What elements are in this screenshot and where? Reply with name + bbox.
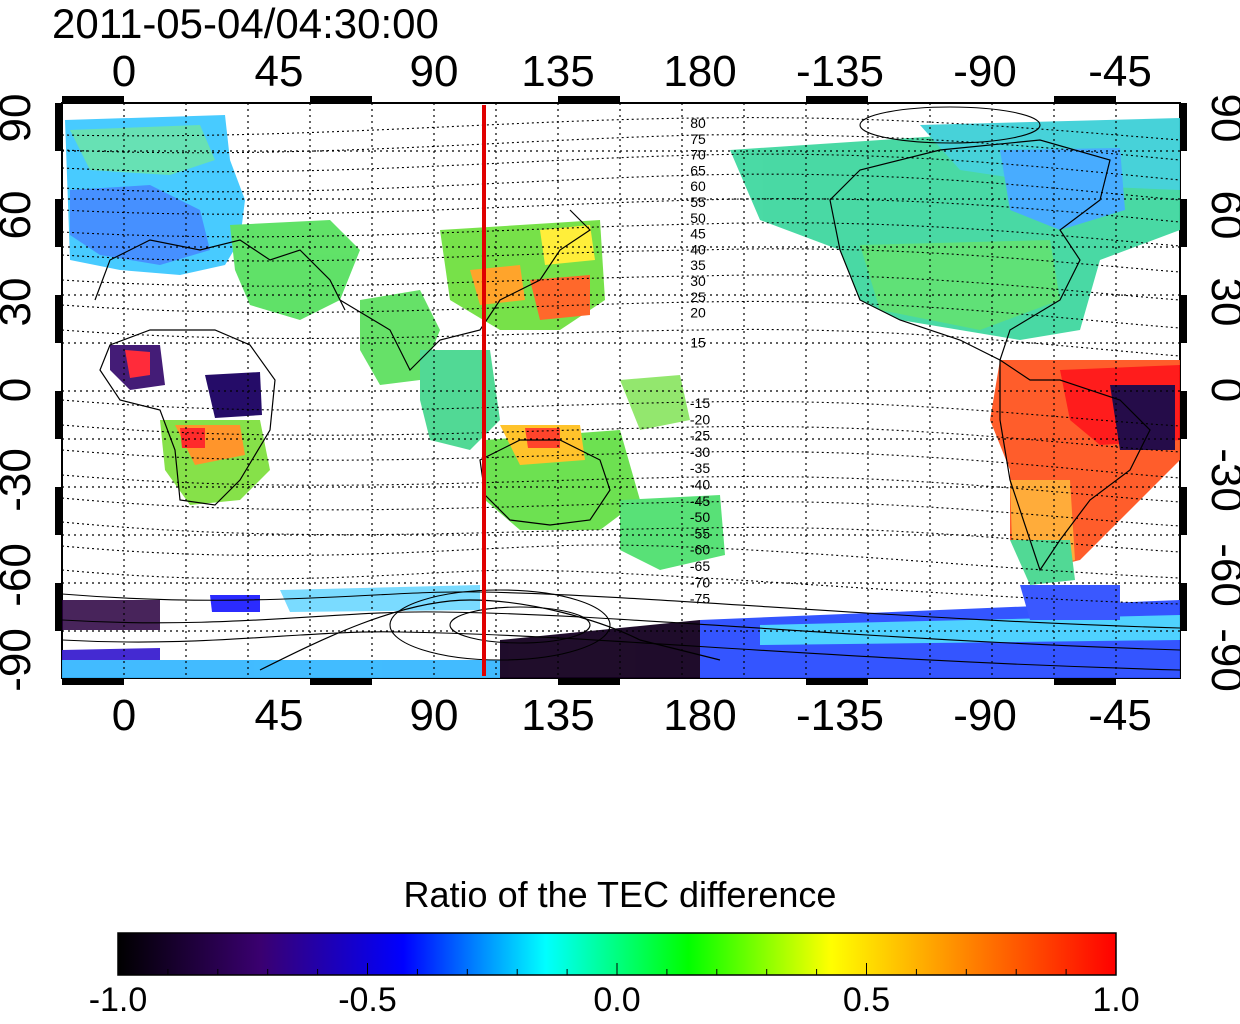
left-latitude-labels: 90 60 30 0 -30 -60 -90 — [0, 94, 40, 692]
right-lat-label: 0 — [1202, 378, 1240, 402]
left-lat-label: -90 — [0, 628, 40, 692]
timestamp-title: 2011-05-04/04:30:00 — [52, 0, 439, 47]
left-lat-label: 60 — [0, 191, 40, 240]
top-longitude-labels: 0 45 90 135 180 -135 -90 -45 — [112, 47, 1152, 96]
bottom-lon-label: -45 — [1088, 691, 1152, 740]
right-lat-label: -30 — [1202, 448, 1240, 512]
left-lat-label: -30 — [0, 448, 40, 512]
coastlines — [94, 139, 1151, 671]
right-lat-label: -60 — [1202, 543, 1240, 607]
left-lat-label: 30 — [0, 278, 40, 327]
contour-label: 75 — [690, 131, 706, 147]
contour-label: 35 — [690, 257, 706, 273]
top-lon-label: 135 — [521, 47, 594, 96]
colorbar-ticks — [117, 963, 1117, 975]
contour-label: 20 — [690, 305, 706, 321]
contour-label: -30 — [690, 444, 710, 460]
contour-label: 80 — [690, 115, 706, 131]
left-lat-label: 90 — [0, 94, 40, 143]
colorbar-title: Ratio of the TEC difference — [403, 874, 837, 915]
left-lat-label: -60 — [0, 543, 40, 607]
contour-label: 65 — [690, 162, 706, 178]
contour-label: 55 — [690, 194, 706, 210]
colorbar-tick-label: 1.0 — [1092, 981, 1140, 1019]
bottom-lon-label: -135 — [796, 691, 884, 740]
contour-label: 60 — [690, 178, 706, 194]
contour-label: -50 — [690, 509, 710, 525]
top-lon-label: 180 — [663, 47, 736, 96]
contour-label: -25 — [690, 428, 710, 444]
bottom-longitude-labels: 0 45 90 135 180 -135 -90 -45 — [112, 691, 1152, 740]
contour-label: -75 — [690, 591, 710, 607]
contour-label: -55 — [690, 525, 710, 541]
top-lon-label: -135 — [796, 47, 884, 96]
bottom-lon-label: -90 — [953, 691, 1017, 740]
frame-ticks — [55, 96, 1187, 685]
top-lon-label: 90 — [410, 47, 459, 96]
contour-label: -45 — [690, 493, 710, 509]
top-lon-label: -45 — [1088, 47, 1152, 96]
contour-label: 15 — [690, 334, 706, 350]
contour-label: -35 — [690, 460, 710, 476]
contour-label: -20 — [690, 411, 710, 427]
colorbar-tick-label: -1.0 — [88, 981, 148, 1019]
contour-label: 50 — [690, 210, 706, 226]
top-lon-label: 0 — [112, 47, 136, 96]
top-lon-label: 45 — [255, 47, 304, 96]
right-lat-label: -90 — [1202, 628, 1240, 692]
contour-label: -60 — [690, 542, 710, 558]
contour-label: -65 — [690, 558, 710, 574]
contour-label: 45 — [690, 226, 706, 242]
tec-map: 8075706560555045403530252015-15-20-25-30… — [0, 47, 1240, 740]
bottom-lon-label: 0 — [112, 691, 136, 740]
left-lat-label: 0 — [0, 378, 40, 402]
right-lat-label: 60 — [1202, 191, 1240, 240]
colorbar-tick-label: 0.5 — [842, 981, 891, 1019]
contour-label: 40 — [690, 241, 706, 257]
contour-label: 25 — [690, 289, 706, 305]
contour-label: -40 — [690, 477, 710, 493]
magnetic-contours — [62, 106, 1180, 671]
bottom-lon-label: 90 — [410, 691, 459, 740]
bottom-lon-label: 180 — [663, 691, 736, 740]
right-latitude-labels: 90 60 30 0 -30 -60 -90 — [1202, 94, 1240, 692]
colorbar-tick-label: 0.0 — [593, 981, 641, 1019]
colorbar — [117, 932, 1117, 976]
bottom-lon-label: 135 — [521, 691, 594, 740]
contour-label: -70 — [690, 574, 710, 590]
top-lon-label: -90 — [953, 47, 1017, 96]
bottom-lon-label: 45 — [255, 691, 304, 740]
contour-label: 30 — [690, 273, 706, 289]
right-lat-label: 30 — [1202, 278, 1240, 327]
right-lat-label: 90 — [1202, 94, 1240, 143]
colorbar-tick-label: -0.5 — [338, 981, 397, 1019]
contour-label: 70 — [690, 147, 706, 163]
contour-label: -15 — [690, 395, 710, 411]
